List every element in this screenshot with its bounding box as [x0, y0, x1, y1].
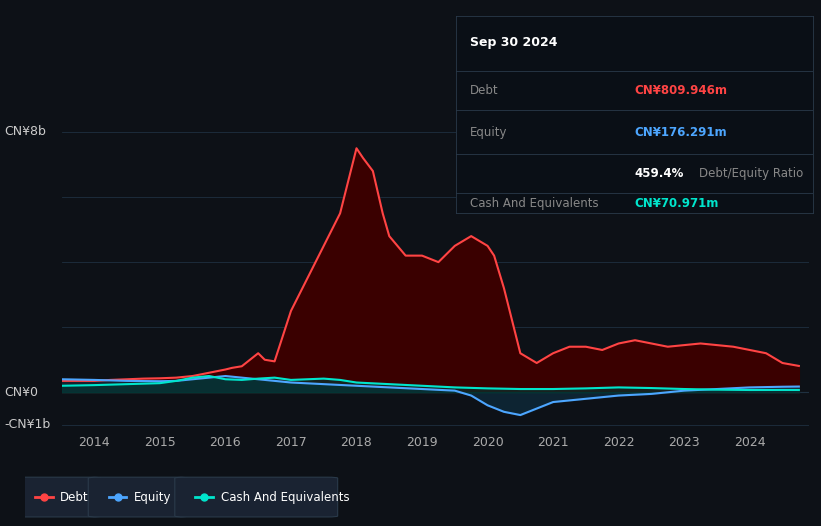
FancyBboxPatch shape [175, 477, 337, 517]
Text: CN¥0: CN¥0 [4, 386, 38, 399]
Text: CN¥809.946m: CN¥809.946m [635, 84, 727, 97]
Text: Cash And Equivalents: Cash And Equivalents [470, 197, 599, 210]
FancyBboxPatch shape [89, 477, 187, 517]
Text: Sep 30 2024: Sep 30 2024 [470, 36, 557, 48]
Text: 459.4%: 459.4% [635, 167, 684, 180]
Text: Debt: Debt [470, 84, 498, 97]
Text: CN¥176.291m: CN¥176.291m [635, 126, 727, 139]
Text: Equity: Equity [134, 491, 172, 503]
Text: Debt/Equity Ratio: Debt/Equity Ratio [699, 167, 803, 180]
Text: Cash And Equivalents: Cash And Equivalents [221, 491, 349, 503]
Text: Debt: Debt [60, 491, 89, 503]
Text: -CN¥1b: -CN¥1b [4, 418, 50, 431]
Text: CN¥8b: CN¥8b [4, 126, 46, 138]
Text: CN¥70.971m: CN¥70.971m [635, 197, 718, 210]
Text: Equity: Equity [470, 126, 507, 139]
FancyBboxPatch shape [15, 477, 101, 517]
